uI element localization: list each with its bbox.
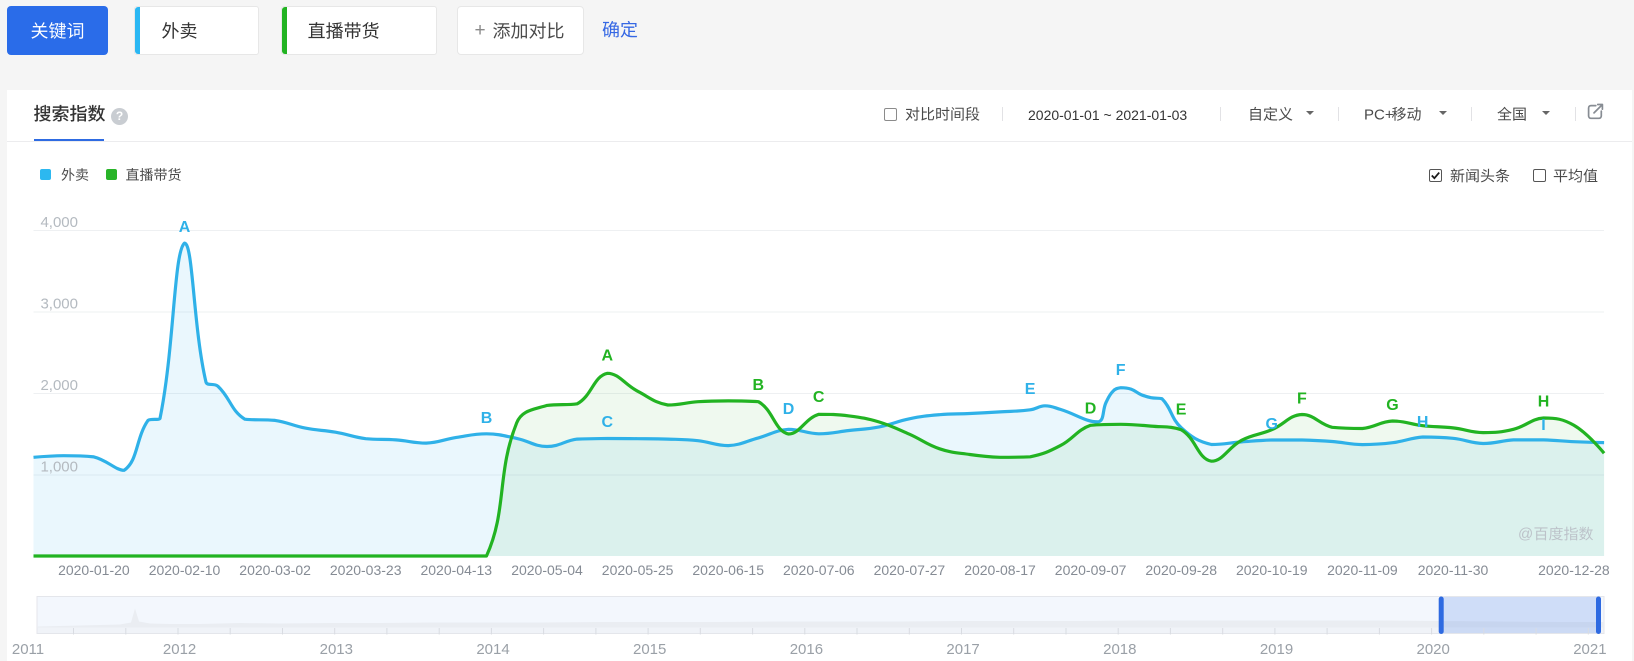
- svg-text:2020-03-02: 2020-03-02: [239, 562, 311, 578]
- svg-text:2020-04-13: 2020-04-13: [420, 562, 492, 578]
- svg-text:2017: 2017: [946, 641, 979, 658]
- svg-text:2012: 2012: [163, 641, 196, 658]
- svg-text:2020-11-09: 2020-11-09: [1327, 562, 1398, 578]
- svg-text:2020-02-10: 2020-02-10: [149, 562, 221, 578]
- svg-text:G: G: [1386, 397, 1398, 414]
- svg-text:2014: 2014: [476, 641, 509, 658]
- svg-text:F: F: [1297, 391, 1307, 408]
- svg-text:+: +: [475, 20, 486, 41]
- svg-text:H: H: [1417, 414, 1429, 431]
- svg-text:4,000: 4,000: [40, 214, 78, 231]
- svg-text:B: B: [481, 410, 493, 427]
- svg-text:2021: 2021: [1573, 641, 1606, 658]
- svg-text:2018: 2018: [1103, 641, 1136, 658]
- svg-text:2020-09-07: 2020-09-07: [1055, 562, 1127, 578]
- svg-text:@: @: [1518, 526, 1533, 543]
- svg-text:1,000: 1,000: [40, 459, 78, 476]
- svg-text:2013: 2013: [320, 641, 353, 658]
- svg-text:D: D: [783, 401, 795, 418]
- svg-text:PC+: PC+: [1364, 106, 1394, 123]
- svg-text:2020-08-17: 2020-08-17: [964, 562, 1036, 578]
- svg-text:E: E: [1025, 381, 1036, 398]
- svg-text:2020: 2020: [1417, 641, 1450, 658]
- svg-text:2016: 2016: [790, 641, 823, 658]
- svg-text:E: E: [1176, 402, 1187, 419]
- svg-text:2020-10-19: 2020-10-19: [1236, 562, 1308, 578]
- svg-text:2020-11-30: 2020-11-30: [1418, 562, 1489, 578]
- svg-text:2020-12-28: 2020-12-28: [1538, 562, 1610, 578]
- svg-text:A: A: [602, 348, 614, 365]
- svg-text:2020-07-06: 2020-07-06: [783, 562, 855, 578]
- svg-text:2020-03-23: 2020-03-23: [330, 562, 402, 578]
- svg-text:I: I: [1541, 417, 1545, 434]
- svg-text:2020-05-04: 2020-05-04: [511, 562, 583, 578]
- svg-text:2015: 2015: [633, 641, 666, 658]
- svg-text:2019: 2019: [1260, 641, 1293, 658]
- svg-text:H: H: [1538, 394, 1550, 411]
- svg-text:3,000: 3,000: [40, 296, 78, 313]
- svg-text:F: F: [1116, 362, 1126, 379]
- svg-text:C: C: [813, 389, 825, 406]
- svg-text:2020-09-28: 2020-09-28: [1145, 562, 1217, 578]
- svg-text:2020-05-25: 2020-05-25: [602, 562, 674, 578]
- svg-text:A: A: [179, 219, 191, 236]
- svg-text:2020-01-20: 2020-01-20: [58, 562, 130, 578]
- svg-text:2,000: 2,000: [40, 377, 78, 394]
- svg-text:2011: 2011: [12, 641, 44, 658]
- svg-text:B: B: [753, 377, 765, 394]
- svg-text:G: G: [1265, 416, 1277, 433]
- svg-text:C: C: [602, 414, 614, 431]
- svg-text:D: D: [1085, 401, 1097, 418]
- svg-text:2020-07-27: 2020-07-27: [874, 562, 946, 578]
- svg-text:2020-06-15: 2020-06-15: [692, 562, 764, 578]
